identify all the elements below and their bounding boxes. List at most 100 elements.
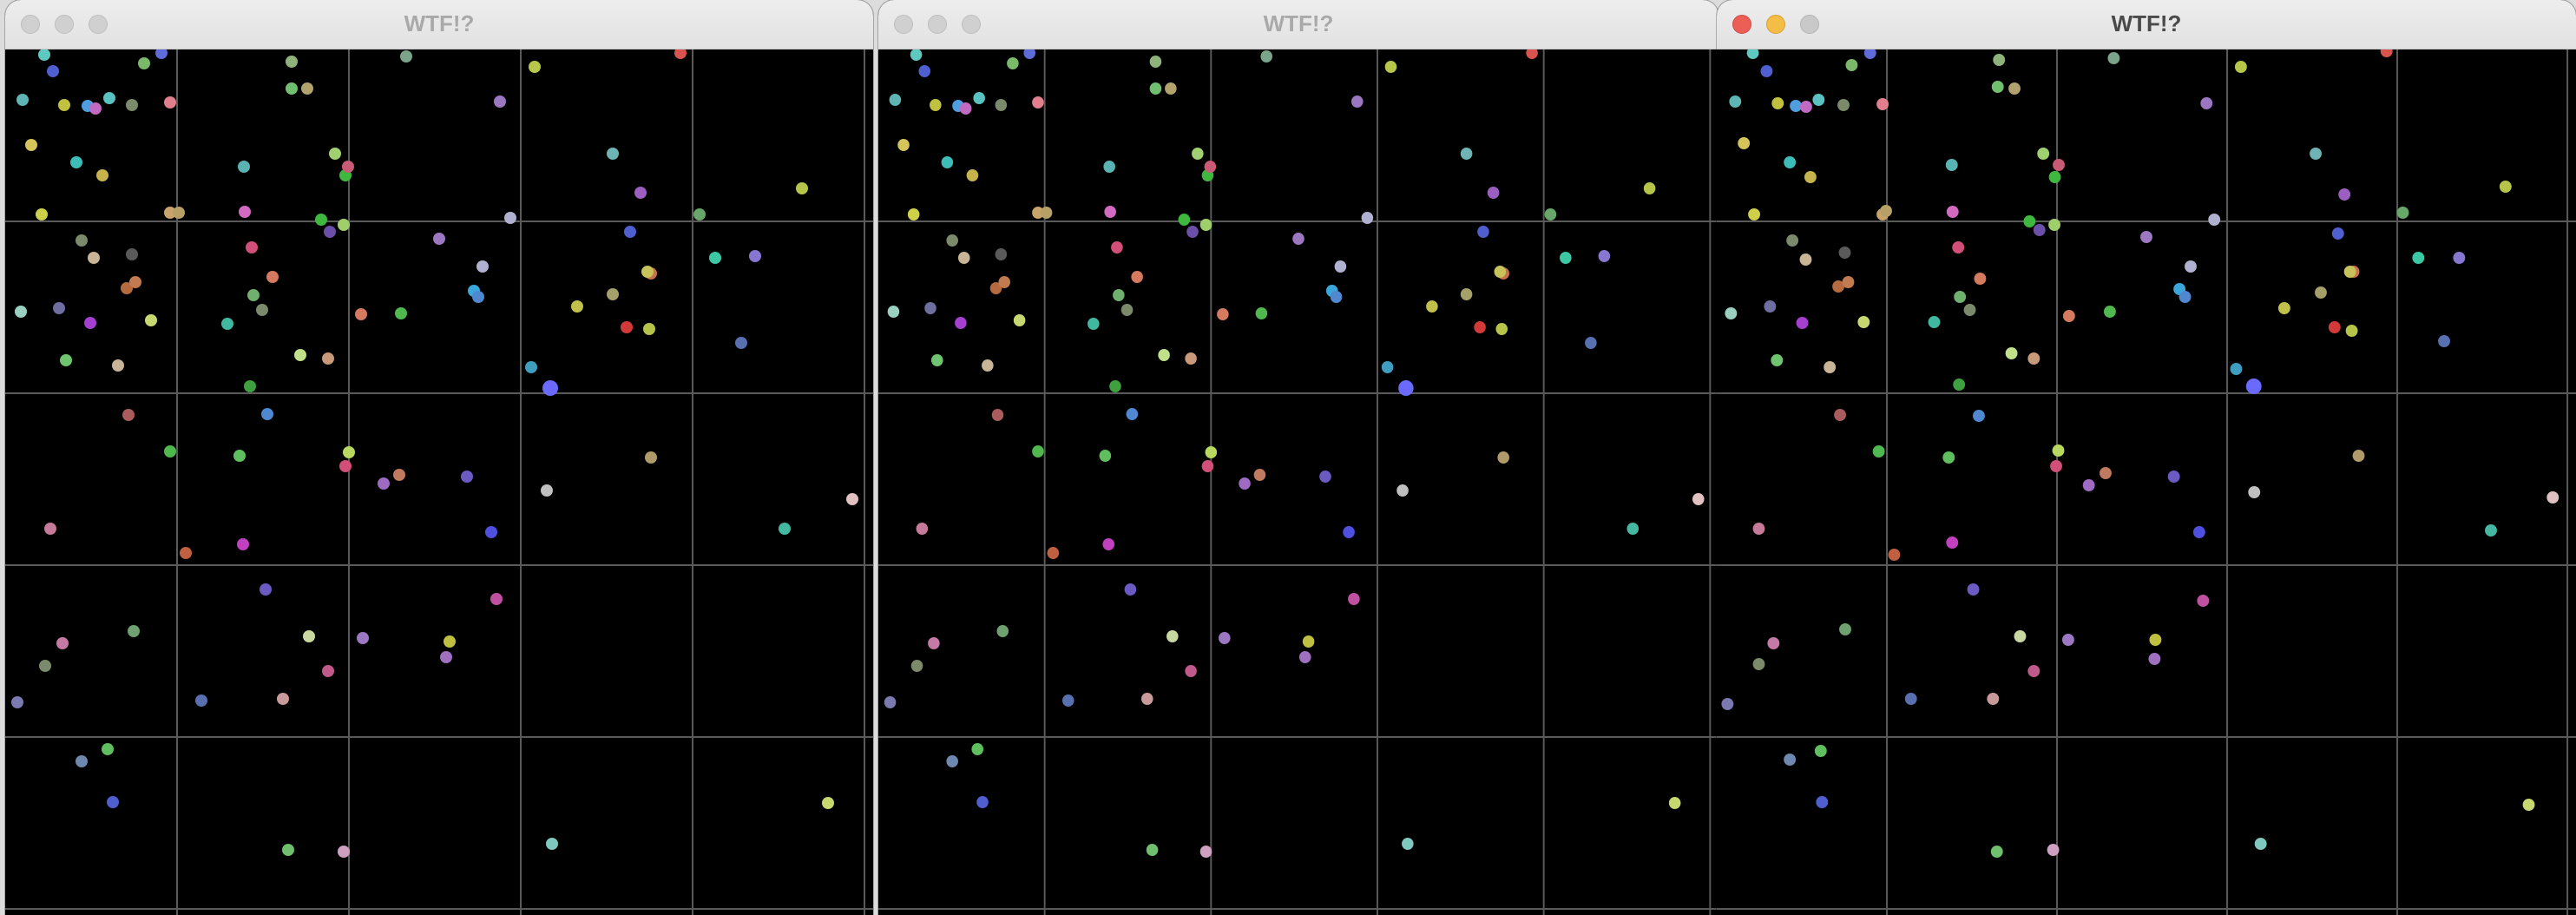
particle <box>1752 658 1765 670</box>
particle <box>2023 215 2036 227</box>
particle <box>1239 477 1251 490</box>
minimize-button[interactable] <box>1766 15 1785 34</box>
particle <box>2103 306 2116 318</box>
particle <box>444 635 456 648</box>
particle <box>2331 227 2344 240</box>
particle <box>339 460 352 472</box>
particle <box>959 102 972 115</box>
particle <box>38 49 50 61</box>
particle <box>233 450 246 462</box>
titlebar[interactable]: WTF!? <box>878 0 1718 49</box>
particle <box>1784 156 1797 168</box>
particle <box>472 291 484 303</box>
particle <box>44 523 56 535</box>
particle <box>2345 325 2358 337</box>
particle <box>822 797 834 809</box>
window-2[interactable]: WTF!? <box>878 0 1718 915</box>
particle <box>976 796 989 808</box>
particle <box>122 409 135 421</box>
particle <box>47 65 59 77</box>
particle <box>1398 380 1414 396</box>
simulation-canvas[interactable] <box>1717 49 2576 915</box>
particle <box>2061 634 2074 646</box>
titlebar[interactable]: WTF!? <box>1717 0 2576 49</box>
particle <box>1343 526 1355 538</box>
particle <box>1396 484 1409 497</box>
particle <box>504 212 516 224</box>
particle <box>1626 523 1640 535</box>
particle <box>1738 137 1751 149</box>
particle <box>1131 271 1143 283</box>
particle <box>2352 450 2365 462</box>
particle <box>643 323 655 335</box>
particle <box>1253 469 1266 481</box>
particle <box>928 637 940 649</box>
zoom-button[interactable] <box>89 15 108 34</box>
particle <box>2522 799 2535 811</box>
particle <box>11 696 23 708</box>
particle <box>303 630 315 642</box>
particle <box>1946 536 1959 549</box>
particle <box>2328 321 2341 333</box>
close-button[interactable] <box>1732 15 1751 34</box>
particle-field <box>5 49 873 915</box>
particle <box>2014 630 2027 642</box>
particle <box>1217 308 1229 320</box>
titlebar[interactable]: WTF!? <box>5 0 873 49</box>
particle <box>89 102 102 115</box>
zoom-button[interactable] <box>962 15 981 34</box>
particle <box>53 302 65 314</box>
particle <box>2185 260 2197 273</box>
particle <box>542 380 558 396</box>
particle <box>16 94 29 106</box>
simulation-canvas[interactable] <box>878 49 1718 915</box>
particle <box>889 94 902 106</box>
particle <box>1302 635 1315 648</box>
particle <box>1460 288 1473 300</box>
particle <box>1166 630 1179 642</box>
particle <box>393 469 405 481</box>
particle <box>1771 97 1784 109</box>
particle <box>1255 307 1268 319</box>
particle <box>1598 250 1611 262</box>
particle <box>1474 321 1486 333</box>
particle <box>634 187 647 199</box>
particle <box>1124 583 1137 596</box>
traffic-lights <box>894 15 981 34</box>
particle <box>1790 100 1803 112</box>
window-title: WTF!? <box>2111 10 2182 36</box>
particle <box>2343 266 2356 278</box>
window-3[interactable]: WTF!? <box>1717 0 2576 915</box>
particle <box>1692 493 1705 505</box>
particle <box>709 252 721 264</box>
minimize-button[interactable] <box>55 15 74 34</box>
particle <box>1149 82 1162 95</box>
simulation-canvas[interactable] <box>5 49 873 915</box>
particle <box>1837 99 1850 111</box>
particle <box>102 743 114 755</box>
particle <box>1348 593 1360 605</box>
particle <box>1839 623 1851 635</box>
particle <box>246 241 258 253</box>
particle <box>1402 838 1414 850</box>
close-button[interactable] <box>21 15 40 34</box>
particle <box>329 148 341 160</box>
close-button[interactable] <box>894 15 913 34</box>
particle <box>247 289 260 301</box>
minimize-button[interactable] <box>928 15 947 34</box>
particle <box>1945 159 1958 171</box>
particle <box>1963 304 1976 316</box>
particle <box>529 61 541 73</box>
window-1[interactable]: WTF!? <box>5 0 873 915</box>
particle <box>2048 171 2061 183</box>
particle <box>1876 98 1889 110</box>
particle <box>15 306 27 318</box>
zoom-button[interactable] <box>1800 15 1819 34</box>
particle <box>355 308 367 320</box>
particle <box>989 282 1002 294</box>
particle <box>1113 289 1125 301</box>
traffic-lights <box>1732 15 1819 34</box>
particle <box>1953 379 1966 391</box>
particle <box>2100 467 2112 479</box>
particle <box>2245 379 2262 394</box>
